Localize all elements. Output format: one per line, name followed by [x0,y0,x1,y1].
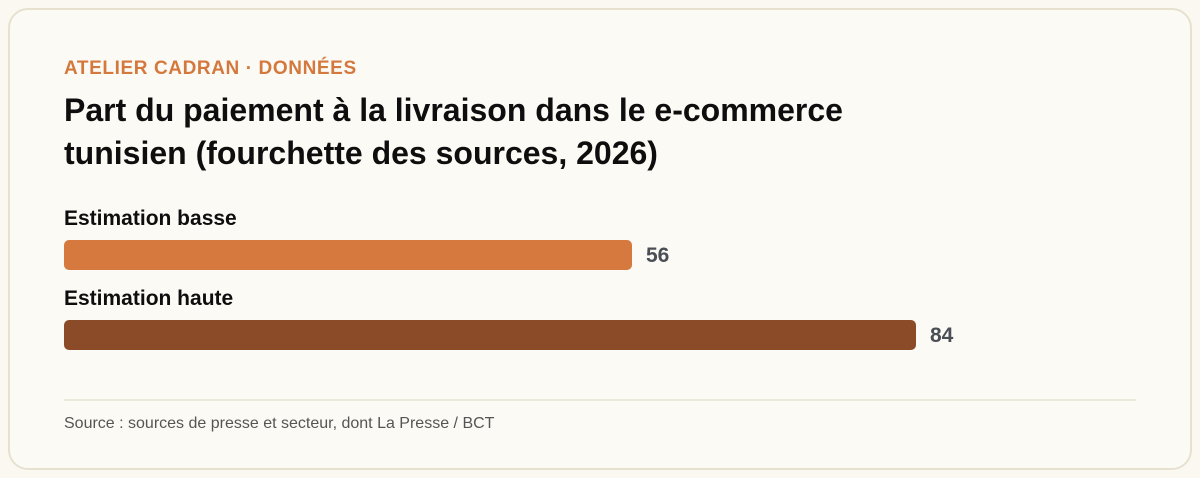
chart-card [8,8,1192,470]
bar-value-label: 56 [646,244,669,267]
kicker: ATELIER CADRAN · DONNÉES [64,58,357,79]
divider [64,399,1136,401]
chart-title-line-2: tunisien (fourchette des sources, 2026) [64,135,658,171]
chart-title-line-1: Part du paiement à la livraison dans le … [64,92,843,128]
bar [64,240,632,270]
source-note: Source : sources de presse et secteur, d… [64,415,495,432]
bar [64,320,916,350]
bar-category-label: Estimation basse [64,207,237,230]
bar-value-label: 84 [930,324,954,347]
chart-title: Part du paiement à la livraison dans le … [64,89,944,175]
bar-category-label: Estimation haute [64,287,233,310]
